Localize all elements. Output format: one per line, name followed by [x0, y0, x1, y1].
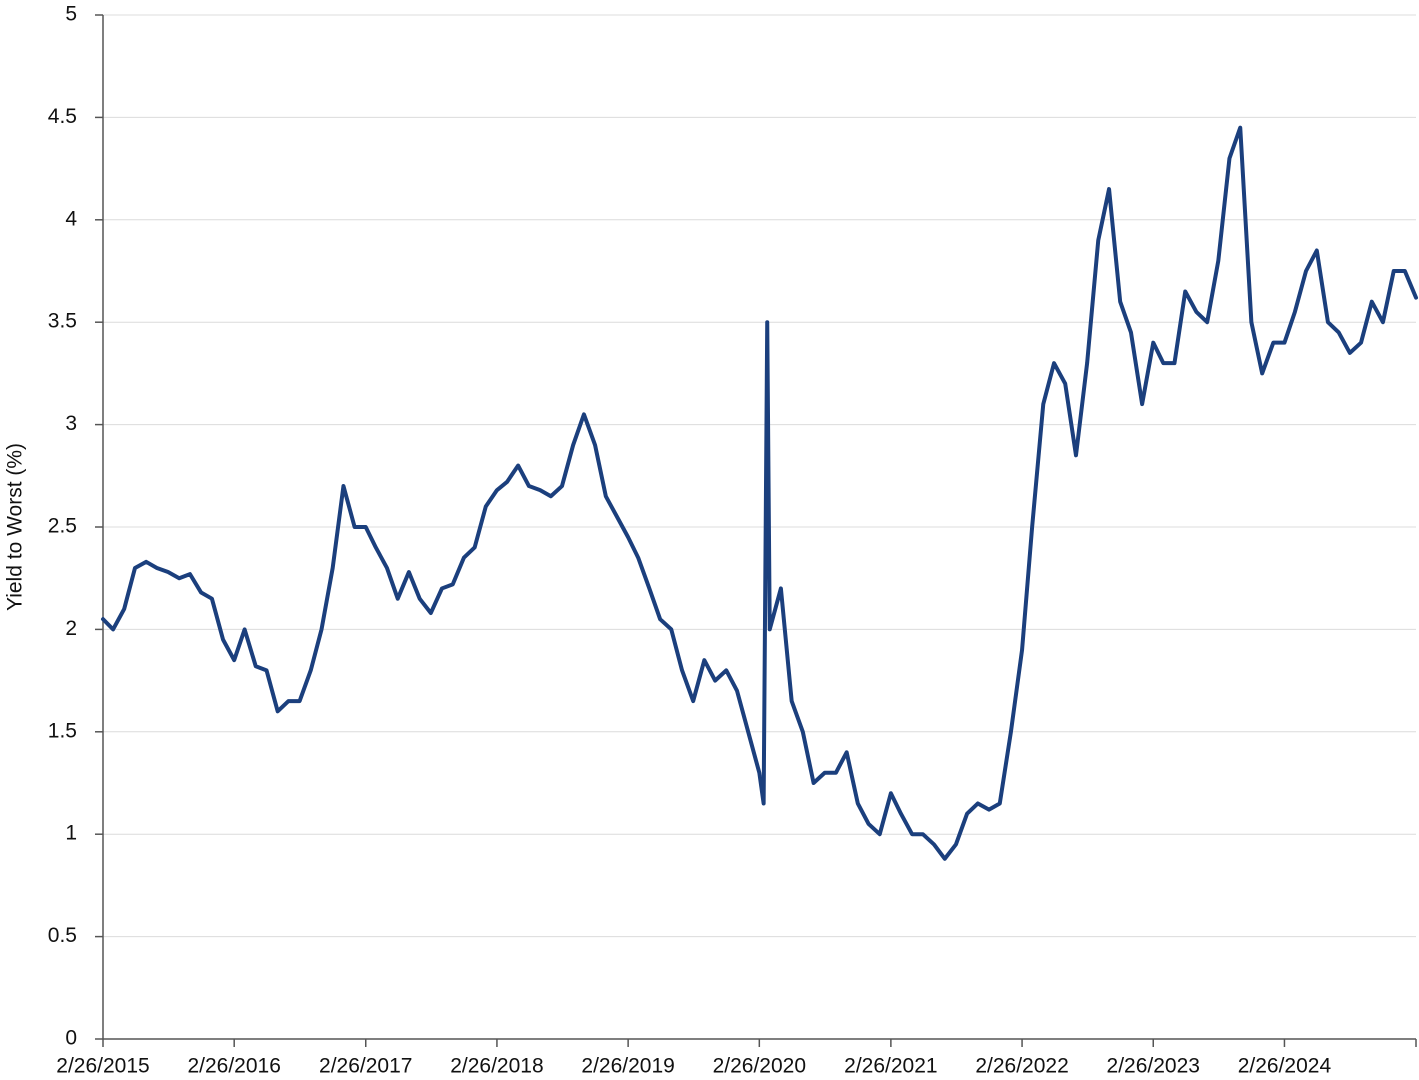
y-tick-label: 0 [65, 1027, 77, 1050]
y-tick-label: 1.5 [48, 719, 77, 742]
y-tick-label: 0.5 [48, 924, 77, 947]
x-tick-label: 2/26/2023 [1107, 1055, 1200, 1078]
x-tick-label: 2/26/2016 [187, 1055, 280, 1078]
x-tick-label: 2/26/2024 [1238, 1055, 1332, 1078]
data-line [101, 125, 1418, 861]
y-tick-label: 1 [65, 822, 77, 845]
x-tick-label: 2/26/2019 [581, 1055, 674, 1078]
y-tick-label: 4.5 [48, 105, 77, 128]
y-tick-label: 2 [65, 617, 77, 640]
y-tick-label: 3.5 [48, 310, 77, 333]
y-tick-label: 5 [65, 3, 77, 26]
x-tick-label: 2/26/2021 [844, 1055, 937, 1078]
x-tick-label: 2/26/2018 [450, 1055, 543, 1078]
x-tick-label: 2/26/2020 [713, 1055, 806, 1078]
y-tick-label: 4 [65, 207, 77, 230]
y-tick-label: 2.5 [48, 515, 77, 538]
x-tick-label: 2/26/2015 [56, 1055, 149, 1078]
y-tick-label: 3 [65, 412, 77, 435]
x-tick-label: 2/26/2017 [319, 1055, 412, 1078]
y-axis-label: Yield to Worst (%) [4, 443, 27, 611]
x-tick-label: 2/26/2022 [975, 1055, 1068, 1078]
